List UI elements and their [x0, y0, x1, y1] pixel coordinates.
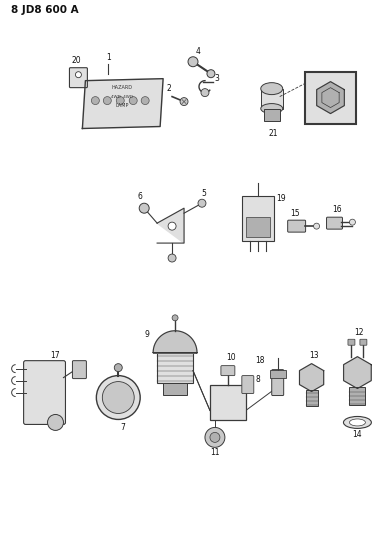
Text: 1: 1: [106, 53, 111, 62]
Circle shape: [96, 376, 140, 419]
Text: HAZARD: HAZARD: [112, 85, 133, 90]
Circle shape: [48, 415, 64, 431]
Text: 8 JD8 600 A: 8 JD8 600 A: [11, 5, 78, 15]
Text: 7: 7: [121, 423, 126, 432]
Circle shape: [180, 98, 188, 106]
FancyBboxPatch shape: [349, 386, 365, 405]
FancyBboxPatch shape: [288, 220, 306, 232]
Circle shape: [103, 96, 111, 104]
FancyBboxPatch shape: [261, 88, 283, 109]
Polygon shape: [153, 331, 197, 353]
Ellipse shape: [349, 419, 365, 426]
Circle shape: [139, 203, 149, 213]
Circle shape: [314, 223, 319, 229]
Circle shape: [91, 96, 99, 104]
Text: 9: 9: [145, 330, 150, 340]
Text: 4WD  4WD: 4WD 4WD: [111, 94, 133, 99]
Text: 17: 17: [51, 351, 60, 360]
Circle shape: [349, 219, 355, 225]
Ellipse shape: [261, 103, 283, 114]
Circle shape: [102, 382, 134, 414]
Circle shape: [201, 88, 209, 96]
Text: 19: 19: [276, 193, 285, 203]
Circle shape: [172, 315, 178, 321]
Text: 13: 13: [309, 351, 318, 360]
Text: LAMP: LAMP: [115, 102, 129, 108]
Ellipse shape: [261, 83, 283, 95]
FancyBboxPatch shape: [69, 68, 87, 87]
Circle shape: [198, 199, 206, 207]
Polygon shape: [344, 357, 371, 389]
FancyBboxPatch shape: [360, 339, 367, 345]
Text: 5: 5: [202, 189, 206, 198]
Text: 18: 18: [255, 356, 264, 365]
FancyBboxPatch shape: [272, 369, 284, 395]
Circle shape: [210, 432, 220, 442]
Text: 10: 10: [226, 353, 236, 362]
Text: 11: 11: [210, 448, 220, 457]
Text: 8: 8: [255, 375, 260, 384]
Text: 6: 6: [138, 192, 143, 201]
Polygon shape: [157, 208, 184, 243]
FancyBboxPatch shape: [264, 109, 280, 120]
Text: 15: 15: [290, 209, 300, 217]
FancyBboxPatch shape: [305, 72, 356, 124]
Text: 14: 14: [353, 430, 362, 439]
Circle shape: [168, 222, 176, 230]
Text: 3: 3: [215, 74, 219, 83]
FancyBboxPatch shape: [221, 366, 235, 376]
Circle shape: [205, 427, 225, 447]
Circle shape: [207, 70, 215, 78]
FancyBboxPatch shape: [242, 196, 274, 241]
FancyBboxPatch shape: [326, 217, 342, 229]
Text: 21: 21: [269, 129, 278, 138]
Text: 20: 20: [72, 56, 81, 65]
Text: 12: 12: [355, 328, 364, 337]
Circle shape: [116, 96, 124, 104]
FancyBboxPatch shape: [242, 376, 254, 393]
FancyBboxPatch shape: [270, 369, 286, 377]
FancyBboxPatch shape: [157, 353, 193, 383]
FancyBboxPatch shape: [163, 383, 187, 394]
Polygon shape: [82, 79, 163, 128]
Text: 2: 2: [167, 84, 172, 93]
Text: 4: 4: [195, 47, 200, 56]
FancyBboxPatch shape: [24, 361, 66, 424]
Circle shape: [141, 96, 149, 104]
Circle shape: [168, 254, 176, 262]
FancyBboxPatch shape: [246, 217, 270, 237]
Circle shape: [114, 364, 122, 372]
Circle shape: [75, 72, 82, 78]
FancyBboxPatch shape: [306, 390, 317, 406]
Text: 16: 16: [333, 205, 342, 214]
Polygon shape: [317, 82, 344, 114]
FancyBboxPatch shape: [210, 385, 246, 421]
FancyBboxPatch shape: [73, 361, 87, 378]
Circle shape: [188, 56, 198, 67]
Ellipse shape: [344, 416, 371, 429]
Polygon shape: [300, 364, 324, 392]
Circle shape: [129, 96, 137, 104]
FancyBboxPatch shape: [348, 339, 355, 345]
